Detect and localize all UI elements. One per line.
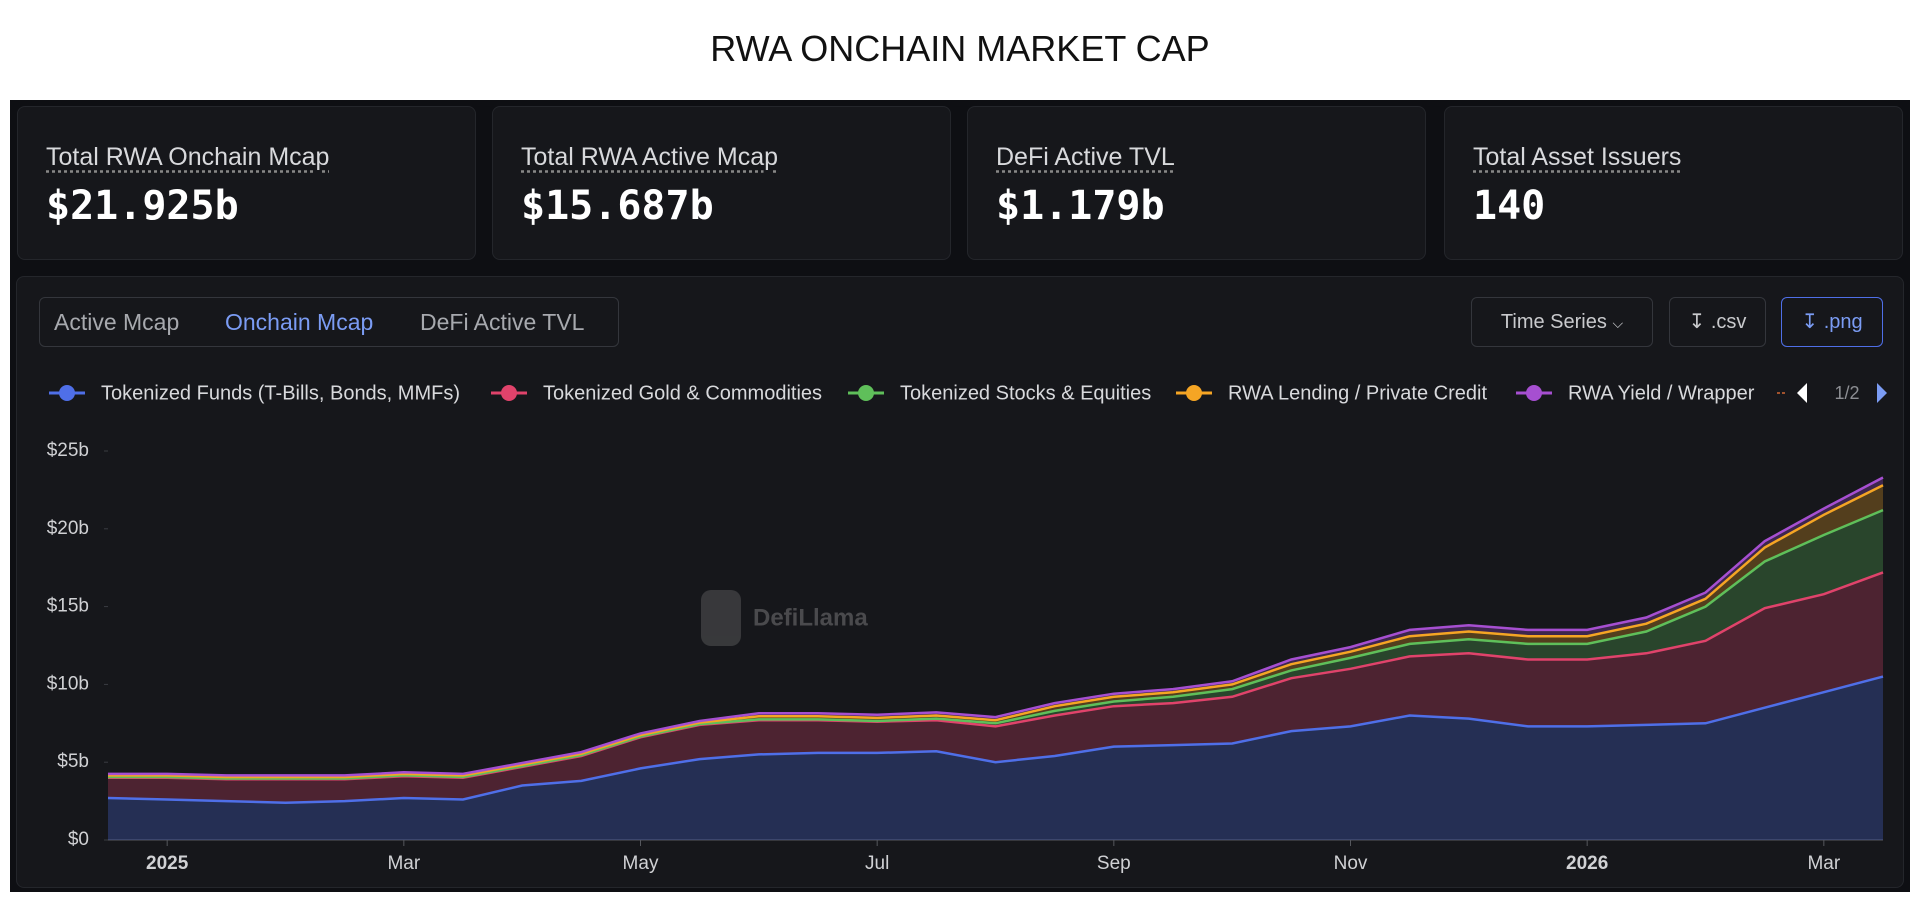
legend-item[interactable]: Tokenized Stocks & Equities (848, 382, 1151, 404)
series-line (107, 675, 1884, 804)
tab-active[interactable]: Onchain Mcap (225, 309, 374, 335)
stat-card: DeFi Active TVL $1.179b (967, 106, 1426, 260)
legend-swatch (858, 385, 874, 401)
x-tick-label: Mar (1807, 853, 1840, 874)
legend-swatch (1526, 385, 1542, 401)
tab-group: Active Mcap Onchain Mcap DeFi Active TVL (39, 297, 619, 347)
chevron: ⌵ (1612, 315, 1624, 331)
page-title: RWA ONCHAIN MARKET CAP (710, 28, 1210, 69)
stat-value: $15.687b (521, 183, 714, 229)
stat-card: Total RWA Active Mcap $15.687b (492, 106, 951, 260)
dashboard: Total RWA Onchain Mcap $21.925b Total RWA… (10, 100, 1910, 892)
legend-swatch (1186, 385, 1202, 401)
x-tick-label: Nov (1334, 853, 1368, 874)
stat-label[interactable]: Total RWA Onchain Mcap (46, 143, 330, 171)
view-select[interactable]: Time Series ⌵ (1471, 297, 1653, 347)
legend-prev[interactable] (1797, 383, 1807, 403)
y-tick-label: $0 (68, 829, 89, 850)
stat-card: Total Asset Issuers 140 (1444, 106, 1903, 260)
x-tick-label: Sep (1097, 853, 1131, 874)
y-tick-label: $10b (47, 673, 89, 694)
legend-item[interactable]: RWA Lending / Private Credit (1176, 382, 1487, 404)
tab[interactable]: DeFi Active TVL (420, 309, 585, 335)
legend-swatch (59, 385, 75, 401)
watermark-text: DefiLlama (753, 604, 868, 631)
stat-card: Total RWA Onchain Mcap $21.925b (17, 106, 476, 260)
png-label: .png (1823, 311, 1863, 333)
legend-label: RWA Yield / Wrapper (1568, 382, 1755, 404)
legend-swatch (501, 385, 517, 401)
stat-value: $1.179b (996, 183, 1165, 229)
x-tick-label: May (623, 853, 659, 874)
series-line (108, 476, 1884, 777)
x-tick-label: Jul (865, 853, 889, 874)
legend-item[interactable]: Tokenized Gold & Commodities (491, 382, 822, 404)
series-line (108, 508, 1884, 780)
x-tick-label: 2026 (1566, 853, 1608, 874)
y-tick-label: $15b (47, 596, 89, 617)
chart-panel: Active Mcap Onchain Mcap DeFi Active TVL… (16, 276, 1904, 888)
y-tick-label: $5b (57, 751, 89, 772)
legend-label: RWA Lending / Private Credit (1228, 382, 1487, 404)
view-label: Time Series (1500, 311, 1607, 333)
csv-button[interactable]: ↧ .csv (1669, 297, 1766, 347)
legend-label: Tokenized Stocks & Equities (900, 382, 1151, 404)
legend-page: 1/2 (1834, 383, 1859, 403)
legend-item[interactable]: Tokenized Funds (T-Bills, Bonds, MMFs) (49, 382, 460, 404)
stat-label[interactable]: Total Asset Issuers (1473, 143, 1682, 171)
y-tick-label: $25b (47, 440, 89, 461)
stat-value: 140 (1473, 183, 1546, 229)
series-line (108, 484, 1884, 779)
y-tick-label: $20b (47, 518, 89, 539)
legend-label: Tokenized Gold & Commodities (543, 382, 822, 404)
legend-label: Tokenized Funds (T-Bills, Bonds, MMFs) (101, 382, 460, 404)
stat-label[interactable]: Total RWA Active Mcap (521, 143, 779, 171)
stat-value: $21.925b (46, 183, 239, 229)
stat-label[interactable]: DeFi Active TVL (996, 143, 1175, 171)
tab[interactable]: Active Mcap (54, 309, 180, 335)
png-button[interactable]: ↧ .png (1781, 297, 1883, 347)
x-tick-label: 2025 (146, 853, 189, 874)
legend-next[interactable] (1877, 383, 1887, 403)
legend-item[interactable]: RWA Yield / Wrapper (1516, 382, 1755, 404)
x-tick-label: Mar (387, 853, 420, 874)
chart: DefiLlama $0 $5b $10b $15b $20b $25b 2025 Mar Ma… (47, 382, 1887, 874)
csv-label: .csv (1710, 311, 1747, 333)
watermark: DefiLlama (701, 590, 868, 646)
